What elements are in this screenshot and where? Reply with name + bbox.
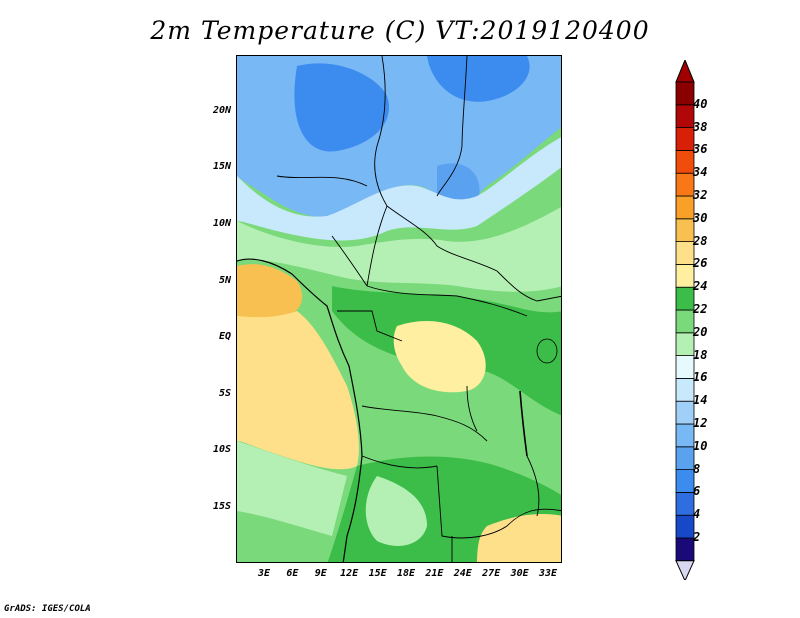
- latitude-label: 20N: [212, 105, 231, 116]
- colorbar-label: 6: [693, 484, 701, 499]
- longitude-label: 15E: [368, 568, 387, 579]
- colorbar-label: 26: [693, 256, 708, 271]
- colorbar-segment: [675, 332, 695, 356]
- colorbar-segment: [675, 241, 695, 265]
- colorbar-label: 20: [693, 324, 708, 339]
- longitude-label: 21E: [425, 568, 444, 579]
- colorbar-segment: [675, 263, 695, 288]
- lake-victoria: [536, 338, 558, 364]
- longitude-label: 3E: [257, 568, 271, 579]
- lake-tanganyika: [519, 390, 528, 457]
- latitude-label: 5N: [218, 275, 231, 286]
- congo-basin-warm: [393, 321, 486, 393]
- colorbar-label: 22: [693, 302, 708, 316]
- latitude-label: 10S: [212, 444, 231, 455]
- longitude-label: 24E: [453, 568, 472, 579]
- colorbar-label: 24: [693, 279, 708, 294]
- colorbar-segment: [675, 423, 695, 448]
- colorbar-label: 4: [693, 507, 701, 522]
- latitude-label: 5S: [218, 388, 231, 399]
- latitude-label: 15N: [212, 161, 231, 172]
- colorbar-label: 2: [693, 530, 701, 544]
- colorbar-label: 18: [693, 347, 708, 362]
- colorbar-segment: [675, 104, 695, 128]
- map-title: 2m Temperature (C) VT:2019120400: [150, 16, 650, 45]
- colorbar-label: 34: [693, 165, 708, 180]
- latitude-label: EQ: [218, 331, 231, 342]
- colorbar-label: 38: [693, 119, 708, 134]
- atlantic-warm: [237, 311, 359, 470]
- colorbar-label: 16: [693, 370, 708, 385]
- colorbar-segment: [675, 286, 695, 311]
- southeast-warm: [477, 514, 561, 562]
- colorbar-label: 10: [693, 438, 708, 453]
- colorbar-segment: [675, 218, 695, 243]
- desert-colder-region-2: [427, 56, 530, 102]
- colorbar-segment: [675, 514, 695, 539]
- colorbar-cap-high: [675, 60, 695, 83]
- southern-savanna: [365, 476, 427, 546]
- colorbar-label: 14: [693, 393, 708, 408]
- longitude-label: 30E: [510, 568, 529, 579]
- coastline: [237, 258, 363, 562]
- longitude-label: 9E: [314, 568, 327, 579]
- colorbar-segment: [675, 469, 695, 493]
- savanna-region: [237, 207, 561, 292]
- atlantic-far-south: [237, 511, 332, 562]
- longitude-label: 6E: [286, 568, 299, 579]
- colorbar-cap-low: [675, 560, 695, 580]
- colorbar-segment: [675, 537, 695, 562]
- map-plot: [236, 55, 562, 563]
- latitude-label: 15S: [212, 501, 231, 512]
- longitude-label: 27E: [482, 568, 501, 579]
- colorbar-segment: [675, 377, 695, 402]
- sahel-region: [237, 137, 561, 241]
- longitude-label: 12E: [340, 568, 359, 579]
- longitude-label: 18E: [396, 568, 416, 579]
- colorbar-label: 36: [693, 142, 708, 157]
- colorbar-segment: [675, 127, 695, 151]
- temperature-field: [237, 56, 561, 562]
- colorbar-segment: [675, 309, 695, 334]
- colorbar-label: 30: [693, 210, 708, 225]
- colorbar-segment: [675, 355, 695, 379]
- colorbar-segment: [675, 446, 695, 470]
- colorbar-segment: [675, 491, 695, 516]
- colorbar-segment: [675, 81, 695, 106]
- desert-colder-region: [294, 63, 389, 152]
- gulf-of-guinea-warm: [237, 264, 303, 319]
- country-borders: [276, 56, 561, 562]
- colorbar-segment: [675, 172, 695, 197]
- colorbar-label: 40: [693, 96, 708, 111]
- colorbar-segment: [675, 150, 695, 174]
- colorbar-label: 12: [693, 416, 708, 430]
- colorbar-segment: [675, 400, 695, 425]
- credit-text: GrADS: IGES/COLA: [4, 604, 91, 614]
- latitude-label: 10N: [212, 218, 231, 229]
- colorbar-label: 32: [693, 188, 708, 202]
- colorbar-segment: [675, 195, 695, 220]
- colorbar-label: 8: [693, 461, 701, 476]
- colorbar: [675, 60, 695, 580]
- atlantic-south: [237, 441, 347, 536]
- colorbar-label: 28: [693, 233, 708, 248]
- longitude-label: 33E: [538, 568, 558, 579]
